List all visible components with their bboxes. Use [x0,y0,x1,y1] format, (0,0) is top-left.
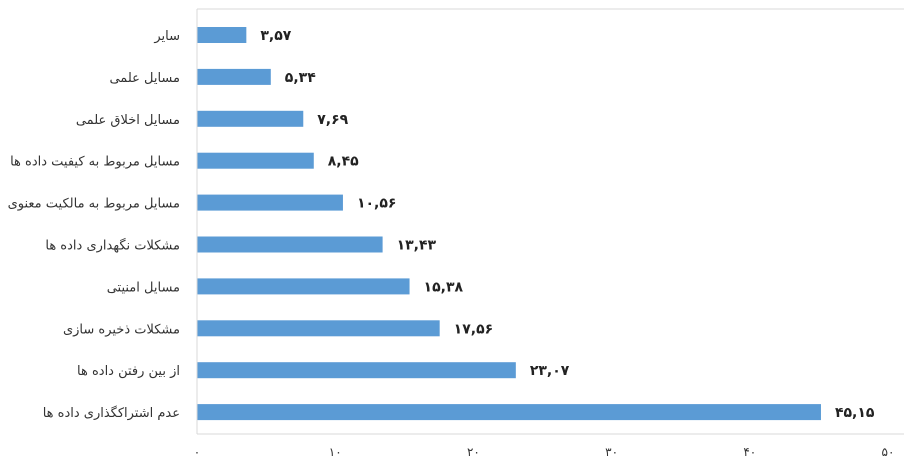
bar [197,194,343,211]
category-label: مسایل اخلاق علمی [76,113,180,128]
bar [197,68,271,85]
chart-bars [197,27,821,421]
category-label: مسایل مربوط به مالکیت معنوی [8,197,180,212]
category-label: مسایل امنیتی [107,280,180,295]
bar [197,278,410,295]
x-tick-label: ۱۰ [329,445,342,459]
value-label: ۱۳,۴۳ [397,238,437,254]
category-label: مشکلات ذخیره سازی [63,322,180,337]
value-label: ۱۵,۳۸ [424,279,464,295]
category-label: مسایل مربوط به کیفیت داده ها [10,155,180,170]
value-label: ۳,۵۷ [260,28,291,44]
category-label: عدم اشتراکگذاری داده ها [43,405,180,421]
x-tick-label: ۰ [194,445,200,459]
bar [197,404,821,421]
x-tick-label: ۵۰ [882,445,895,459]
bar [197,362,516,379]
chart-axes [196,8,904,435]
category-label: مشکلات نگهداری داده ها [45,238,180,254]
value-labels: ۳,۵۷ ۵,۳۴ ۷,۶۹ ۸,۴۵ ۱۰,۵۶ ۱۳,۴۳ ۱۵,۳۸ ۱۷,۵۶ ۲۳,۰… [260,28,875,421]
bar [197,152,314,169]
category-label: سایر [153,29,180,44]
bar [197,27,247,43]
x-axis-ticks: ۰ ۱۰ ۲۰ ۳۰ ۴۰ ۵۰ [194,445,895,459]
x-tick-label: ۳۰ [605,445,618,459]
x-tick-label: ۲۰ [467,445,480,459]
x-tick-label: ۴۰ [743,445,756,459]
value-label: ۱۰,۵۶ [357,196,397,212]
bar [197,236,383,253]
value-label: ۴۵,۱۵ [835,405,875,421]
category-label: مسایل علمی [109,71,180,86]
value-label: ۵,۳۴ [285,70,316,86]
value-label: ۷,۶۹ [317,112,348,128]
category-labels: سایر مسایل علمی مسایل اخلاق علمی مسایل مربو… [8,29,180,421]
bar [197,110,304,127]
bar [197,320,440,337]
value-label: ۸,۴۵ [328,154,359,170]
category-label: از بین رفتن داده ها [77,364,180,379]
value-label: ۲۳,۰۷ [530,363,570,379]
value-label: ۱۷,۵۶ [454,321,494,337]
